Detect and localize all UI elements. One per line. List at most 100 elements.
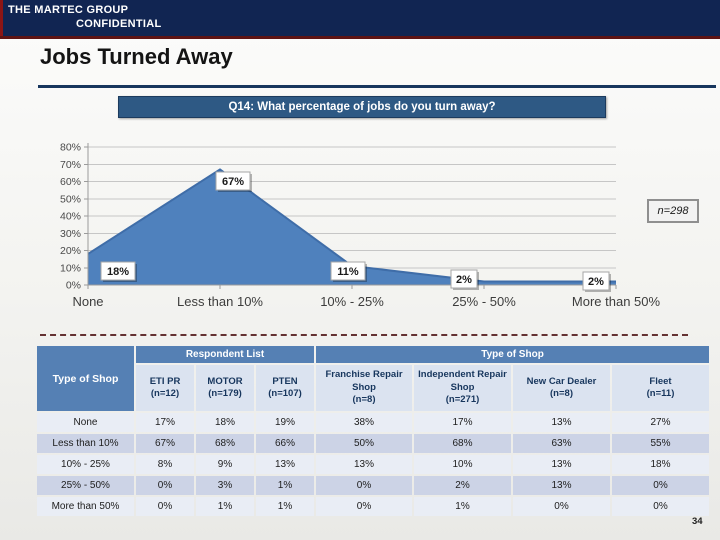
table-cell: 0% [513, 497, 610, 516]
header-bar: THE MARTEC GROUP CONFIDENTIAL [0, 0, 720, 39]
table-cell: 18% [196, 413, 254, 432]
table-cell: 0% [316, 476, 412, 495]
data-label-value: 2% [456, 274, 472, 286]
y-axis-tick-label: 0% [66, 280, 81, 292]
table-cell: 0% [136, 476, 194, 495]
row-label: 25% - 50% [37, 476, 134, 495]
question-banner: Q14: What percentage of jobs do you turn… [118, 96, 606, 118]
column-sample-size: (n=11) [646, 388, 675, 399]
table-cell: 66% [256, 434, 314, 453]
table-cell: 1% [414, 497, 511, 516]
data-label-box [215, 171, 251, 191]
table-cell: 0% [316, 497, 412, 516]
row-label: Less than 10% [37, 434, 134, 453]
table-cell: 67% [136, 434, 194, 453]
results-table: Type of Shop Respondent List Type of Shop E… [35, 344, 711, 518]
data-label-box [582, 271, 610, 291]
y-axis-tick-label: 10% [60, 262, 81, 274]
table-cell: 13% [256, 455, 314, 474]
company-name: THE MARTEC GROUP [8, 4, 129, 16]
sample-size-badge: n=298 [647, 199, 699, 223]
table-cell: 50% [316, 434, 412, 453]
table-cell: 68% [414, 434, 511, 453]
page-title: Jobs Turned Away [40, 44, 233, 69]
table-cell: 0% [612, 476, 710, 495]
y-axis-tick-label: 60% [60, 176, 81, 188]
table-cell: 9% [196, 455, 254, 474]
y-axis-tick-label: 70% [60, 159, 81, 171]
y-axis-tick-label: 80% [60, 142, 81, 154]
table-cell: 1% [196, 497, 254, 516]
title-divider [38, 85, 716, 88]
table-row: None 17% 18% 19% 38% 17% 13% 27% [37, 413, 710, 432]
table-cell: 13% [513, 455, 610, 474]
table-cell: 63% [513, 434, 610, 453]
dashed-divider [40, 334, 688, 336]
y-axis-tick-label: 50% [60, 193, 81, 205]
table-cell: 1% [256, 497, 314, 516]
y-axis-tick-label: 20% [60, 245, 81, 257]
table-row: Less than 10% 67% 68% 66% 50% 68% 63% 55% [37, 434, 710, 453]
y-axis-tick-label: 40% [60, 211, 81, 223]
table-cell: 13% [513, 476, 610, 495]
row-label: 10% - 25% [37, 455, 134, 474]
column-sample-size: (n=107) [268, 388, 302, 399]
column-name: PTEN [272, 375, 298, 387]
column-sample-size: (n=8) [550, 388, 573, 399]
x-axis-category-label: Less than 10% [177, 294, 263, 309]
chart-area [88, 169, 616, 285]
column-name: Fleet [649, 375, 672, 387]
table-cell: 27% [612, 413, 710, 432]
column-header: MOTOR (n=179) [196, 365, 254, 411]
table-cell: 19% [256, 413, 314, 432]
data-label-value: 18% [107, 266, 129, 278]
row-label: More than 50% [37, 497, 134, 516]
table-cell: 55% [612, 434, 710, 453]
data-label-value: 11% [337, 266, 359, 278]
x-axis-category-label: 10% - 25% [320, 294, 384, 309]
area-chart: 0% 10% 20% 30% 40% 50% 60% 70% 80% None Less than … [60, 142, 661, 310]
table-cell: 17% [414, 413, 511, 432]
column-header: Independent Repair Shop (n=271) [414, 365, 511, 411]
table-cell: 68% [196, 434, 254, 453]
header-red-accent [0, 0, 3, 36]
data-label-box [100, 261, 136, 281]
confidential-label: CONFIDENTIAL [76, 18, 162, 30]
data-label-box [330, 261, 366, 281]
column-header: PTEN (n=107) [256, 365, 314, 411]
data-label-value: 2% [588, 276, 604, 288]
table-cell: 2% [414, 476, 511, 495]
table-cell: 18% [612, 455, 710, 474]
column-sample-size: (n=12) [150, 388, 180, 399]
column-sample-size: (n=8) [352, 394, 376, 406]
table-cell: 1% [256, 476, 314, 495]
x-axis-category-label: 25% - 50% [452, 294, 516, 309]
table-cell: 13% [316, 455, 412, 474]
table-cell: 3% [196, 476, 254, 495]
column-sample-size: (n=271) [445, 394, 480, 406]
corner-header: Type of Shop [37, 346, 134, 411]
table-cell: 38% [316, 413, 412, 432]
group-header-type-of-shop: Type of Shop [316, 346, 710, 363]
y-axis-tick-label: 30% [60, 228, 81, 240]
column-name: Independent Repair Shop [418, 369, 507, 393]
column-header: New Car Dealer (n=8) [513, 365, 610, 411]
table-cell: 0% [612, 497, 710, 516]
column-name: ETI PR [149, 375, 181, 387]
data-label-value: 67% [222, 176, 244, 188]
page-number: 34 [692, 516, 703, 527]
data-label-box [450, 269, 478, 289]
table-group-header-row: Type of Shop Respondent List Type of Shop [37, 346, 710, 411]
group-header-respondent-list: Respondent List [136, 346, 314, 363]
table-subheader-row: ETI PR (n=12) MOTOR (n=179) PTEN (n=107) Franc… [37, 365, 710, 411]
table-cell: 17% [136, 413, 194, 432]
table-row: 10% - 25% 8% 9% 13% 13% 10% 13% 18% [37, 455, 710, 474]
row-label: None [37, 413, 134, 432]
x-axis-category-label: More than 50% [572, 294, 661, 309]
table-row: 25% - 50% 0% 3% 1% 0% 2% 13% 0% [37, 476, 710, 495]
column-sample-size: (n=179) [208, 388, 242, 399]
column-header: Franchise Repair Shop (n=8) [316, 365, 412, 411]
column-name: Franchise Repair Shop [325, 369, 403, 393]
column-header: Fleet (n=11) [612, 365, 710, 411]
table-cell: 10% [414, 455, 511, 474]
